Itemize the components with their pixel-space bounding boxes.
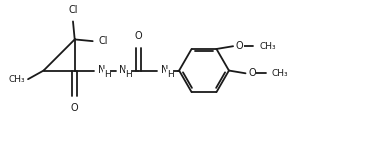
Text: H: H xyxy=(167,70,173,78)
Text: N: N xyxy=(120,65,127,75)
Text: Cl: Cl xyxy=(68,5,78,15)
Text: O: O xyxy=(71,103,78,113)
Text: N: N xyxy=(98,65,105,75)
Text: CH₃: CH₃ xyxy=(259,42,275,51)
Text: CH₃: CH₃ xyxy=(9,75,25,84)
Text: N: N xyxy=(161,65,168,75)
Text: H: H xyxy=(125,70,132,78)
Text: Cl: Cl xyxy=(99,36,108,46)
Text: O: O xyxy=(135,31,142,41)
Text: CH₃: CH₃ xyxy=(272,69,288,78)
Text: O: O xyxy=(248,68,256,78)
Text: H: H xyxy=(104,70,111,78)
Text: O: O xyxy=(236,41,243,51)
